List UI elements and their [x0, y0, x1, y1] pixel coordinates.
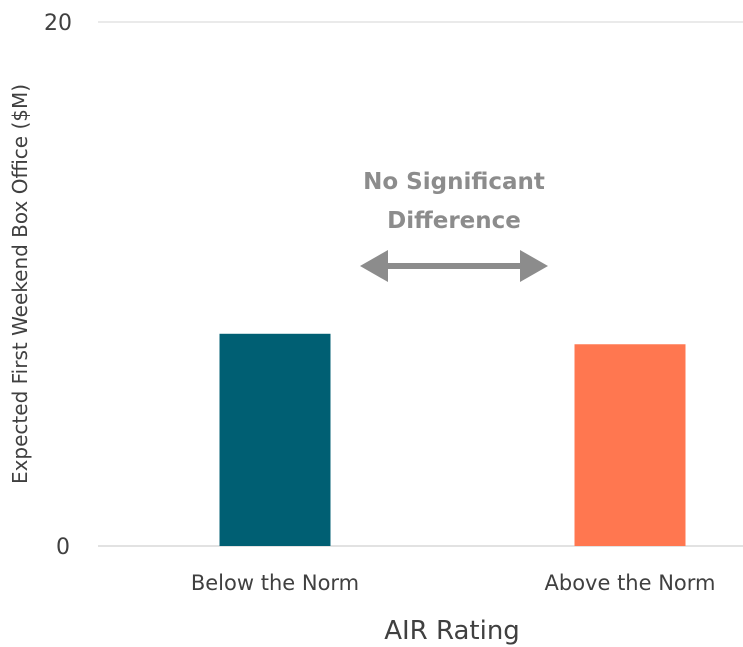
arrow-head-left: [360, 250, 388, 282]
y-axis-title: Expected First Weekend Box Office ($M): [8, 84, 32, 484]
category-label-above-norm: Above the Norm: [545, 571, 716, 595]
annotation-line-1: No Significant: [363, 169, 545, 195]
x-axis-title: AIR Rating: [384, 616, 520, 646]
arrow-head-right: [520, 250, 548, 282]
bars-group: [219, 333, 686, 546]
bar-below-the-norm: [219, 333, 331, 546]
annotation-line-2: Difference: [387, 208, 521, 234]
category-label-below-norm: Below the Norm: [191, 571, 359, 595]
y-tick-label-min: 0: [56, 535, 70, 560]
bar-above-the-norm: [574, 344, 686, 546]
double-arrow-icon: [360, 250, 548, 282]
y-tick-label-max: 20: [44, 11, 72, 36]
